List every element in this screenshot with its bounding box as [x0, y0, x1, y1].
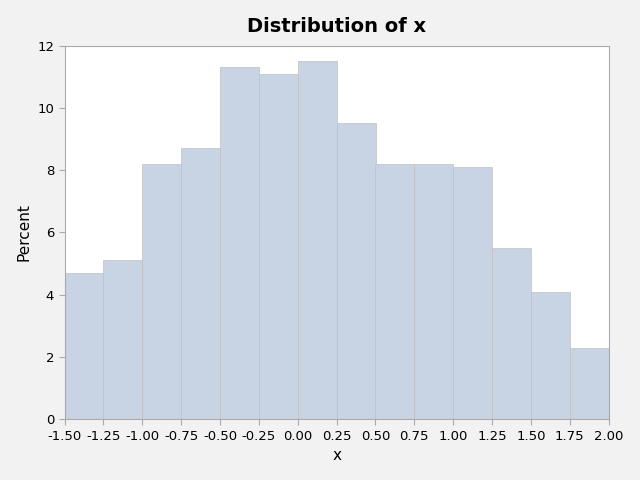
Bar	[298, 61, 337, 420]
Bar	[220, 67, 259, 420]
Bar	[492, 248, 531, 420]
Bar	[104, 261, 142, 420]
Bar	[570, 348, 609, 420]
Bar	[142, 164, 181, 420]
Bar	[259, 73, 298, 420]
Bar	[337, 123, 376, 420]
Bar	[531, 292, 570, 420]
Bar	[65, 273, 104, 420]
Bar	[609, 366, 640, 420]
Bar	[414, 164, 453, 420]
Bar	[453, 167, 492, 420]
X-axis label: x: x	[332, 448, 341, 463]
Bar	[181, 148, 220, 420]
Title: Distribution of x: Distribution of x	[247, 17, 426, 36]
Y-axis label: Percent: Percent	[17, 204, 31, 262]
Bar	[376, 164, 414, 420]
